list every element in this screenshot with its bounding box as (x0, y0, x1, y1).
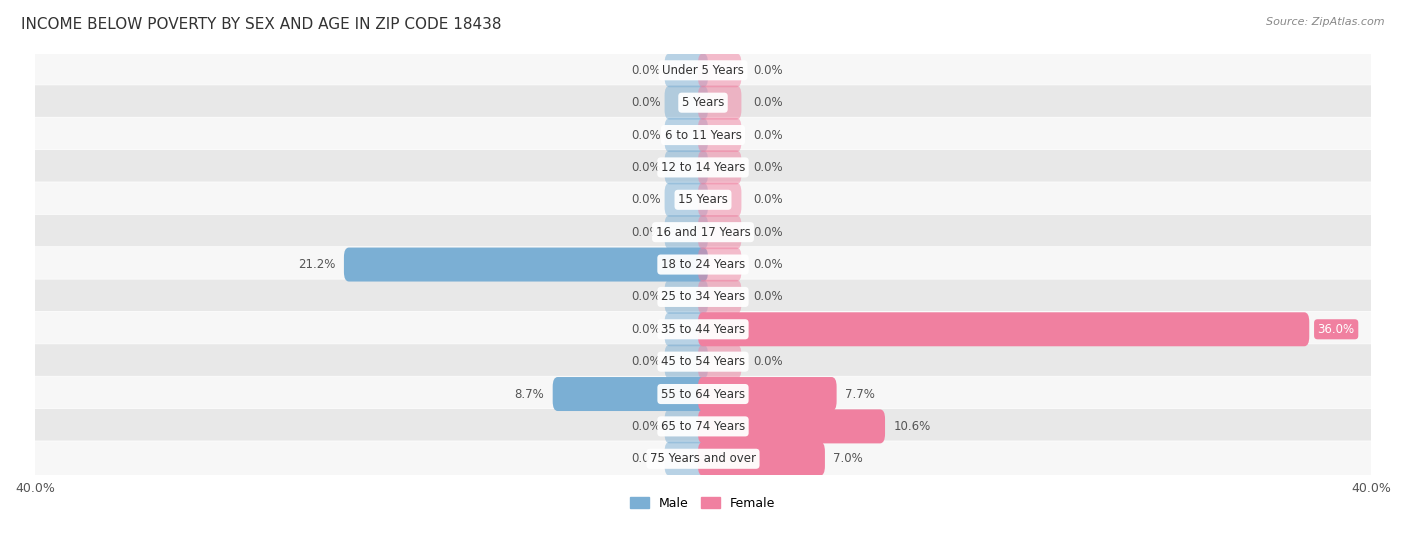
Text: 8.7%: 8.7% (515, 387, 544, 401)
Text: 0.0%: 0.0% (754, 258, 783, 271)
Text: 0.0%: 0.0% (631, 291, 661, 304)
Text: INCOME BELOW POVERTY BY SEX AND AGE IN ZIP CODE 18438: INCOME BELOW POVERTY BY SEX AND AGE IN Z… (21, 17, 502, 32)
FancyBboxPatch shape (697, 215, 741, 249)
FancyBboxPatch shape (665, 345, 709, 378)
Text: 0.0%: 0.0% (631, 129, 661, 141)
Text: 0.0%: 0.0% (754, 226, 783, 239)
FancyBboxPatch shape (34, 53, 1372, 88)
FancyBboxPatch shape (34, 85, 1372, 121)
Text: 0.0%: 0.0% (754, 96, 783, 109)
FancyBboxPatch shape (697, 442, 825, 476)
FancyBboxPatch shape (697, 183, 741, 217)
FancyBboxPatch shape (697, 86, 741, 120)
Text: 35 to 44 Years: 35 to 44 Years (661, 323, 745, 336)
FancyBboxPatch shape (665, 183, 709, 217)
FancyBboxPatch shape (697, 377, 837, 411)
FancyBboxPatch shape (553, 377, 709, 411)
FancyBboxPatch shape (34, 311, 1372, 347)
FancyBboxPatch shape (34, 214, 1372, 250)
Text: 0.0%: 0.0% (631, 452, 661, 465)
Text: 0.0%: 0.0% (754, 355, 783, 368)
Text: 0.0%: 0.0% (631, 161, 661, 174)
FancyBboxPatch shape (697, 345, 741, 378)
Text: 0.0%: 0.0% (754, 161, 783, 174)
FancyBboxPatch shape (665, 280, 709, 314)
Text: 0.0%: 0.0% (754, 64, 783, 77)
FancyBboxPatch shape (344, 248, 709, 282)
FancyBboxPatch shape (665, 118, 709, 152)
Legend: Male, Female: Male, Female (626, 492, 780, 515)
Text: 0.0%: 0.0% (631, 96, 661, 109)
FancyBboxPatch shape (665, 312, 709, 346)
FancyBboxPatch shape (665, 215, 709, 249)
Text: 0.0%: 0.0% (631, 193, 661, 206)
Text: 65 to 74 Years: 65 to 74 Years (661, 420, 745, 433)
Text: 0.0%: 0.0% (631, 64, 661, 77)
Text: 75 Years and over: 75 Years and over (650, 452, 756, 465)
Text: Under 5 Years: Under 5 Years (662, 64, 744, 77)
Text: 55 to 64 Years: 55 to 64 Years (661, 387, 745, 401)
FancyBboxPatch shape (34, 409, 1372, 444)
FancyBboxPatch shape (697, 409, 884, 443)
Text: 21.2%: 21.2% (298, 258, 336, 271)
Text: 25 to 34 Years: 25 to 34 Years (661, 291, 745, 304)
FancyBboxPatch shape (34, 279, 1372, 315)
Text: 0.0%: 0.0% (631, 226, 661, 239)
FancyBboxPatch shape (34, 150, 1372, 185)
FancyBboxPatch shape (697, 280, 741, 314)
FancyBboxPatch shape (665, 53, 709, 87)
Text: 0.0%: 0.0% (631, 323, 661, 336)
FancyBboxPatch shape (34, 376, 1372, 412)
FancyBboxPatch shape (665, 150, 709, 184)
Text: 0.0%: 0.0% (754, 291, 783, 304)
Text: 16 and 17 Years: 16 and 17 Years (655, 226, 751, 239)
FancyBboxPatch shape (665, 409, 709, 443)
Text: 6 to 11 Years: 6 to 11 Years (665, 129, 741, 141)
FancyBboxPatch shape (34, 344, 1372, 380)
Text: 5 Years: 5 Years (682, 96, 724, 109)
FancyBboxPatch shape (34, 441, 1372, 477)
FancyBboxPatch shape (665, 86, 709, 120)
FancyBboxPatch shape (697, 118, 741, 152)
Text: 10.6%: 10.6% (893, 420, 931, 433)
FancyBboxPatch shape (34, 117, 1372, 153)
Text: 7.7%: 7.7% (845, 387, 875, 401)
Text: 0.0%: 0.0% (631, 420, 661, 433)
FancyBboxPatch shape (697, 312, 1309, 346)
Text: 18 to 24 Years: 18 to 24 Years (661, 258, 745, 271)
Text: 0.0%: 0.0% (631, 355, 661, 368)
FancyBboxPatch shape (697, 248, 741, 282)
Text: 0.0%: 0.0% (754, 193, 783, 206)
Text: 45 to 54 Years: 45 to 54 Years (661, 355, 745, 368)
FancyBboxPatch shape (665, 442, 709, 476)
FancyBboxPatch shape (34, 182, 1372, 217)
Text: 36.0%: 36.0% (1317, 323, 1355, 336)
FancyBboxPatch shape (697, 150, 741, 184)
Text: 12 to 14 Years: 12 to 14 Years (661, 161, 745, 174)
FancyBboxPatch shape (697, 53, 741, 87)
FancyBboxPatch shape (34, 247, 1372, 282)
Text: 7.0%: 7.0% (834, 452, 863, 465)
Text: Source: ZipAtlas.com: Source: ZipAtlas.com (1267, 17, 1385, 27)
Text: 0.0%: 0.0% (754, 129, 783, 141)
Text: 15 Years: 15 Years (678, 193, 728, 206)
